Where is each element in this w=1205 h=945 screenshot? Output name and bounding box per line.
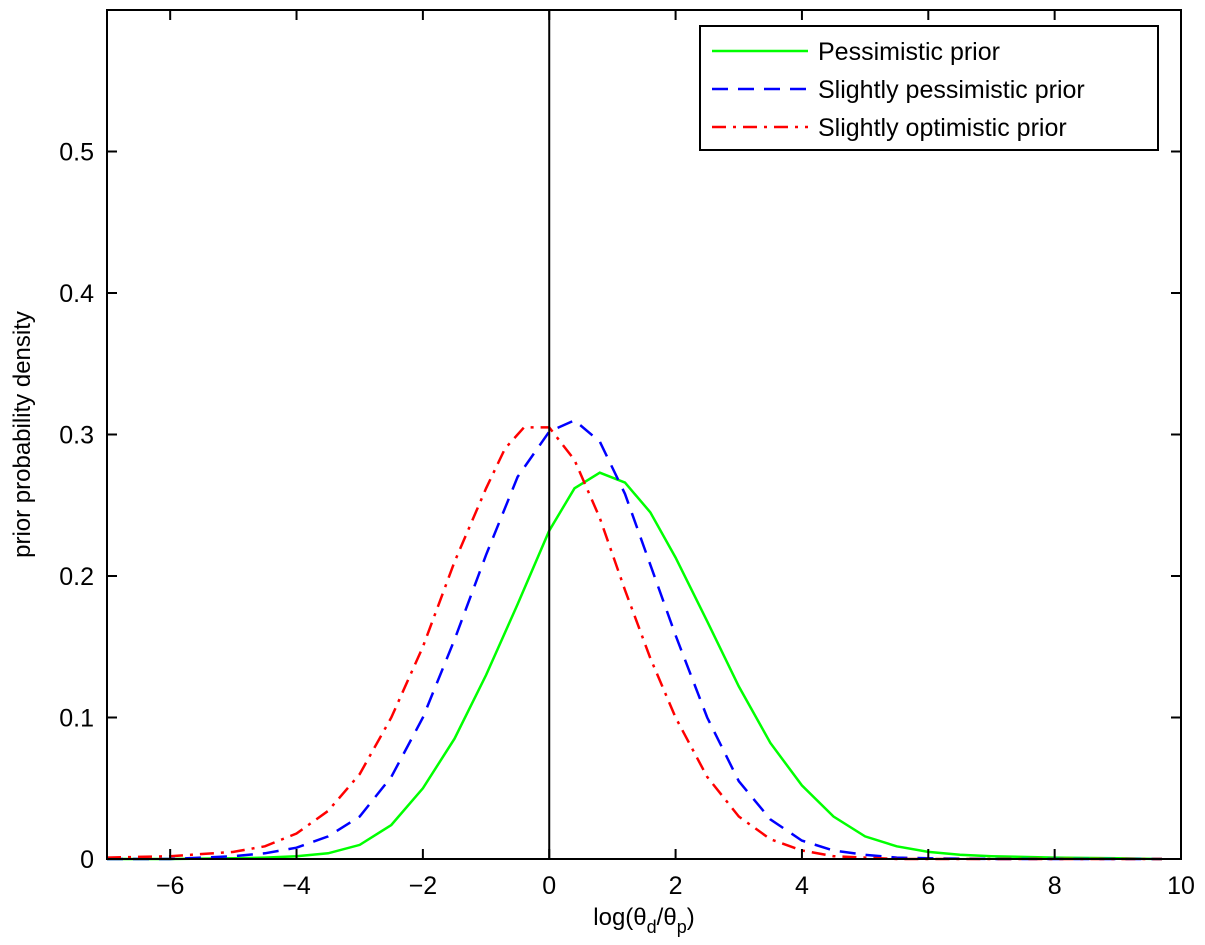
x-tick-label: 4 [795, 872, 809, 900]
series-line-1 [107, 471, 1163, 861]
ticks-layer: −6 −4 −2 0 2 4 6 8 10 0 0.1 0.2 0.3 0.4 0.5 [59, 10, 1195, 900]
y-tick-label: 0 [80, 846, 94, 874]
y-tick-label: 0.1 [59, 705, 94, 733]
legend-label-1: Pessimistic prior [818, 38, 1000, 66]
x-tick-label: 0 [542, 872, 556, 900]
series-line-2 [107, 418, 1162, 861]
y-tick-label: 0.3 [59, 422, 94, 450]
y-tick-label: 0.2 [59, 563, 94, 591]
legend-label-3: Slightly optimistic prior [818, 114, 1067, 142]
x-tick-label: −2 [409, 872, 438, 900]
series-layer [106, 418, 1163, 861]
x-tick-label: 2 [669, 872, 683, 900]
x-tick-label: 10 [1167, 872, 1195, 900]
x-tick-label: 6 [921, 872, 935, 900]
x-tick-label: 8 [1048, 872, 1062, 900]
x-tick-label: −6 [156, 872, 185, 900]
y-tick-label: 0.5 [59, 139, 94, 167]
x-axis-label: log(θd/θp) [593, 904, 694, 937]
y-axis-label: prior probability density [9, 311, 36, 558]
legend-label-2: Slightly pessimistic prior [818, 76, 1085, 104]
x-tick-label: −4 [282, 872, 311, 900]
y-tick-label: 0.4 [59, 280, 94, 308]
legend: Pessimistic prior Slightly pessimistic pr… [699, 25, 1159, 151]
